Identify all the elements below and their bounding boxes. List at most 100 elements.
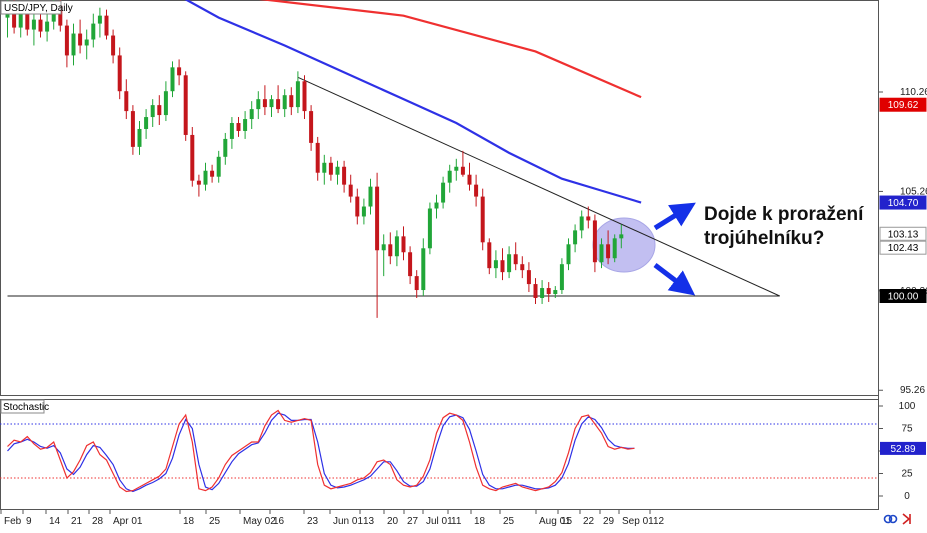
stochastic-k-line [7,409,635,493]
x-tick-label: 14 [49,516,61,527]
stochastic-d-line [7,412,635,493]
candle [454,158,459,181]
x-tick-label: 28 [92,516,104,527]
candle [315,136,320,181]
candle [31,11,36,46]
candle [229,117,234,149]
x-tick-label: 12 [653,516,665,527]
candle [262,85,267,116]
candle [295,71,300,114]
x-tick-label: 13 [363,516,375,527]
candle [381,234,386,277]
candle [71,23,76,66]
candle-body [454,166,459,171]
candle [375,172,380,318]
candle [573,224,578,253]
candle [45,13,50,42]
candle [487,238,492,275]
candle-body [177,67,182,76]
candle [460,150,465,177]
candle-body [375,186,380,251]
candle [566,238,571,271]
candle-body [335,166,340,175]
candle [196,174,201,197]
price-tag: 104.70 [879,195,927,210]
candle-body [421,248,426,291]
price-tick-label: 110.26 [900,87,927,98]
annotation-line-1: Dojde k proražení [704,204,864,225]
stochastic-tick-label: 75 [901,424,913,435]
x-tick-label: Sep 01 [622,516,654,527]
descending-resistance-trendline [297,76,780,297]
candle-body [592,220,597,263]
price-tag-box [879,226,927,241]
price-tag-label: 100.00 [888,292,919,303]
link-icon[interactable] [883,514,898,524]
candle-body [97,15,102,24]
candle-body [579,216,584,231]
candle-body [315,142,320,173]
annotation-line-2: trojúhelníku? [704,228,824,249]
candle-body [183,75,188,135]
candle-body [342,166,347,185]
candle-body [144,117,149,129]
candle-body [566,244,571,265]
candle [302,75,307,120]
candle-body [599,244,604,263]
candle-body [401,236,406,253]
candle [421,238,426,296]
candle-body [282,95,287,110]
candle [368,178,373,215]
candle-body [427,208,432,249]
candle-body [111,35,116,56]
candle-body [434,202,439,209]
candle-body [474,184,479,197]
price-pane-label: USD/JPY, Daily [0,0,73,15]
candle-body [467,174,472,185]
candle-body [328,162,333,175]
candle-body [500,260,505,273]
candle [335,160,340,185]
candle [104,9,109,40]
candle-body [223,138,228,157]
candle [282,89,287,118]
candle [348,174,353,203]
candle-body [256,99,261,110]
price-tag-box [879,240,927,255]
candle [342,160,347,193]
candle-body [18,9,23,28]
candle [447,164,452,193]
candle-body [513,254,518,265]
candle-body [520,264,525,271]
stochastic-tick-label: 0 [904,491,910,502]
candle-body [216,156,221,177]
candle [586,206,591,229]
candle-body [348,184,353,197]
price-tick-label: 105.26 [900,186,927,197]
price-tag: 103.13 [879,226,927,241]
candle-body [507,254,512,273]
price-tag-label: 103.13 [888,229,919,240]
candle-body [540,288,545,298]
candle-body [150,105,155,118]
candle-body [104,15,109,36]
close-panel-icon[interactable] [902,513,911,525]
candle-body [276,99,281,110]
price-tag: 109.62 [879,97,927,112]
candle-body [408,252,413,277]
candle-body [309,111,314,143]
candle [559,258,564,295]
candle-body [388,244,393,257]
candle [144,109,149,139]
candle [137,121,142,155]
candle [117,47,122,100]
candle-body [606,244,611,259]
candle-body [289,95,294,108]
candle-body [619,234,624,239]
x-tick-label: 15 [561,516,573,527]
candle-body [38,19,43,32]
candle [427,202,432,255]
candle [408,246,413,285]
candle-body [526,270,531,285]
candle [612,234,617,263]
